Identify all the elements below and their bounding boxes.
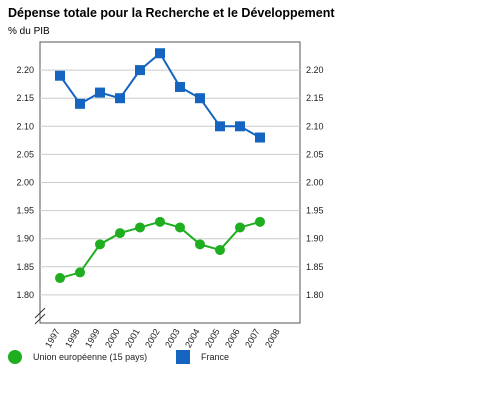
point bbox=[95, 87, 105, 98]
chart-title: Dépense totale pour la Recherche et le D… bbox=[8, 6, 335, 20]
y2-tick-label: 1.80 bbox=[306, 290, 324, 300]
x-tick-label: 2001 bbox=[123, 327, 142, 349]
point bbox=[175, 222, 185, 233]
point bbox=[135, 65, 145, 76]
y-tick-label: 2.20 bbox=[16, 65, 34, 75]
point bbox=[75, 267, 85, 278]
x-tick-label: 2003 bbox=[163, 327, 182, 349]
y-tick-label: 2.05 bbox=[16, 149, 34, 159]
y-tick-label: 1.95 bbox=[16, 206, 34, 216]
series-line bbox=[59, 51, 261, 139]
y-tick-label: 1.80 bbox=[16, 290, 34, 300]
point bbox=[175, 81, 185, 92]
y2-tick-label: 1.85 bbox=[306, 262, 324, 272]
y-tick-label: 1.90 bbox=[16, 234, 34, 244]
y2-tick-label: 1.95 bbox=[306, 206, 324, 216]
y2-tick-label: 2.20 bbox=[306, 65, 324, 75]
x-tick-label: 2007 bbox=[243, 327, 262, 349]
legend-label: France bbox=[201, 352, 229, 362]
y2-tick-label: 2.10 bbox=[306, 121, 324, 131]
y-tick-label: 2.15 bbox=[16, 93, 34, 103]
x-tick-label: 2000 bbox=[103, 327, 122, 349]
point bbox=[95, 239, 105, 250]
legend-label: Union européenne (15 pays) bbox=[33, 352, 147, 362]
y2-tick-label: 1.90 bbox=[306, 234, 324, 244]
axis-break bbox=[34, 307, 46, 325]
point bbox=[155, 216, 165, 227]
y-tick-label: 1.85 bbox=[16, 262, 34, 272]
x-tick-label: 2004 bbox=[183, 327, 202, 349]
point bbox=[235, 222, 245, 233]
point bbox=[195, 239, 205, 250]
x-tick-label: 1997 bbox=[43, 327, 62, 349]
series-line bbox=[59, 220, 261, 280]
legend-marker bbox=[8, 350, 22, 364]
y2-tick-label: 2.05 bbox=[306, 149, 324, 159]
x-tick-label: 2002 bbox=[143, 327, 162, 349]
y-tick-label: 2.00 bbox=[16, 178, 34, 188]
point bbox=[255, 132, 265, 143]
point bbox=[115, 228, 125, 239]
x-tick-label: 2006 bbox=[223, 327, 242, 349]
point bbox=[55, 273, 65, 284]
legend-marker bbox=[176, 350, 190, 364]
chart-subtitle: % du PIB bbox=[8, 26, 50, 37]
y2-tick-label: 2.15 bbox=[306, 93, 324, 103]
point bbox=[55, 70, 65, 81]
y2-tick-label: 2.00 bbox=[306, 178, 324, 188]
x-tick-label: 2005 bbox=[203, 327, 222, 349]
y-tick-label: 2.10 bbox=[16, 121, 34, 131]
x-tick-label: 1998 bbox=[63, 327, 82, 349]
x-tick-label: 2008 bbox=[263, 327, 282, 349]
point bbox=[215, 121, 225, 132]
point bbox=[235, 121, 245, 132]
point bbox=[255, 216, 265, 227]
point bbox=[115, 93, 125, 104]
x-tick-label: 1999 bbox=[83, 327, 102, 349]
point bbox=[195, 93, 205, 104]
point bbox=[135, 222, 145, 233]
point bbox=[215, 244, 225, 255]
point bbox=[155, 48, 165, 59]
point bbox=[75, 98, 85, 109]
